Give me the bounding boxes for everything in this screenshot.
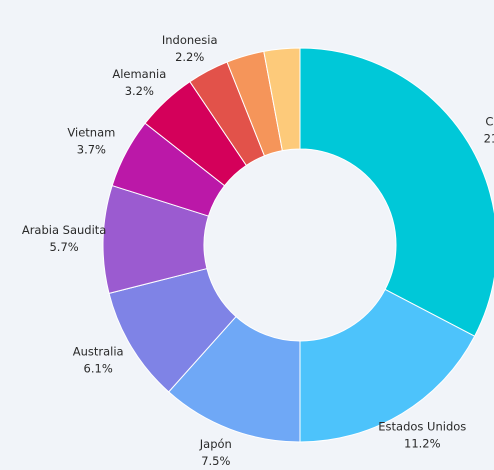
donut-slice: [263, 47, 301, 152]
donut-slice: [299, 47, 494, 337]
slice-value-label: 21.1%: [484, 131, 494, 145]
slice-label: Vietnam: [67, 126, 115, 140]
slice-value-label: 3.2%: [125, 84, 154, 98]
slice-value-label: 11.2%: [404, 436, 441, 450]
slice-label: Alemania: [112, 67, 166, 81]
slice-label: Indonesia: [162, 33, 218, 47]
slice-label: China: [485, 114, 494, 128]
slice-label: Japón: [199, 437, 232, 451]
slice-label: Arabia Saudita: [22, 223, 107, 237]
slice-label: Australia: [73, 345, 124, 359]
slice-value-label: 6.1%: [84, 362, 113, 376]
slice-value-label: 7.5%: [201, 454, 230, 468]
slice-value-label: 5.7%: [49, 240, 78, 254]
slice-value-label: 3.7%: [77, 143, 106, 157]
donut-slice: [299, 288, 476, 443]
slice-label: Estados Unidos: [378, 419, 466, 433]
slice-value-label: 2.2%: [175, 50, 204, 64]
